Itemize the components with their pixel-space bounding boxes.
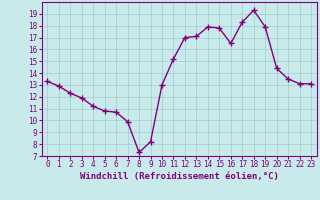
X-axis label: Windchill (Refroidissement éolien,°C): Windchill (Refroidissement éolien,°C)	[80, 172, 279, 181]
